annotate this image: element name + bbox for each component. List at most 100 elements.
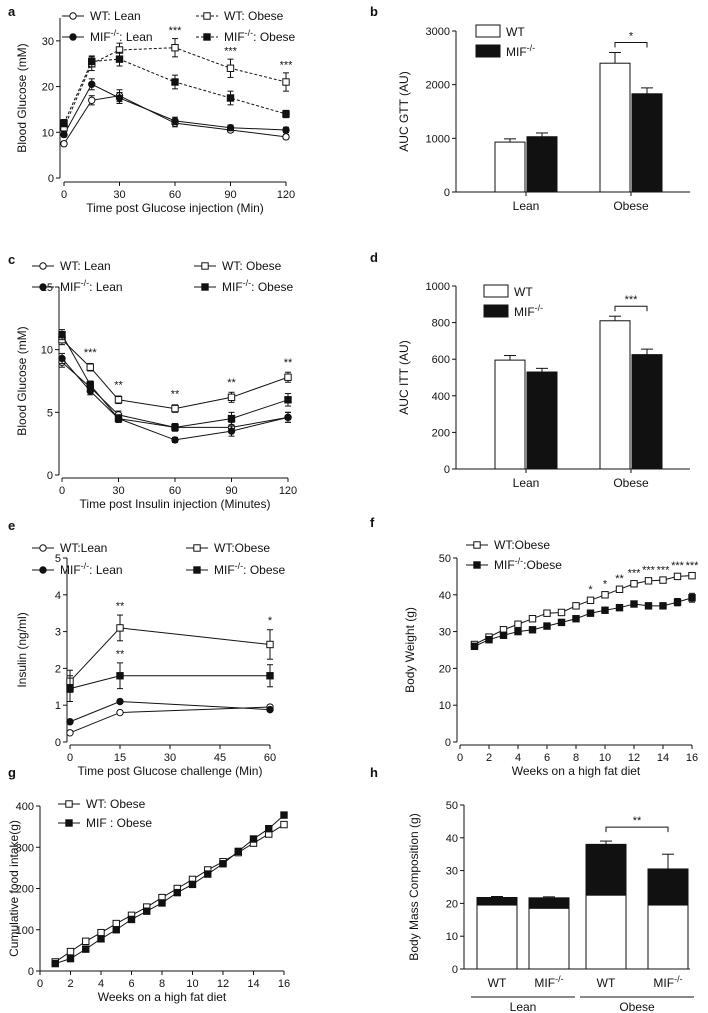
legend-label: MIF-/-:Obese	[494, 556, 562, 572]
x-axis-label: Time post Glucose challenge (Min)	[78, 764, 263, 778]
significance-label: **	[227, 377, 236, 389]
legend-marker	[203, 33, 211, 41]
y-tick-label: 3000	[426, 26, 450, 38]
x-tick-label: 120	[279, 485, 297, 497]
legend-label: WT: Obese	[224, 9, 284, 23]
y-tick-label: 0	[28, 966, 34, 978]
legend-marker	[39, 283, 47, 291]
data-point	[66, 954, 75, 963]
data-point	[280, 820, 288, 829]
data-point	[143, 907, 151, 915]
y-axis-label: Cumulative food intake(g)	[7, 820, 21, 957]
x-tick-label: 6	[128, 978, 134, 990]
y-tick-label: 0	[452, 964, 458, 976]
x-tick-label: 14	[657, 752, 669, 764]
y-tick-label: 30	[446, 866, 458, 878]
x-tick-label: 90	[224, 189, 236, 201]
category-label: WT	[488, 976, 507, 990]
significance-label: ***	[84, 347, 98, 359]
y-tick-label: 50	[446, 800, 458, 812]
y-axis-label: AUC ITT (AU)	[397, 340, 411, 414]
y-tick-label: 800	[432, 318, 450, 330]
data-point	[249, 835, 258, 843]
data-point	[284, 396, 292, 404]
x-axis-label: Weeks on a high fat diet	[98, 990, 227, 1004]
significance-label: ***	[224, 46, 238, 58]
panel-label: f	[370, 515, 375, 530]
y-axis-label: Insulin (ng/ml)	[15, 612, 29, 687]
y-tick-label: 5	[55, 553, 61, 565]
series-line	[69, 627, 271, 682]
y-tick-label: 0	[55, 737, 61, 749]
legend-label: WT:Obese	[214, 541, 270, 555]
significance-label: *	[603, 578, 608, 590]
legend-marker	[193, 544, 201, 552]
y-tick-label: 40	[446, 833, 458, 845]
data-point	[171, 117, 179, 125]
data-point	[60, 130, 68, 139]
legend-marker	[473, 561, 481, 569]
data-point	[615, 585, 624, 593]
panel-h: h 0 10 20 30 40 50 Body Mass Composition (g) WT M…	[370, 765, 694, 1013]
data-point	[116, 697, 124, 706]
legend-marker	[201, 262, 209, 270]
data-point	[659, 602, 667, 610]
data-point	[601, 591, 609, 599]
significance-label: **	[114, 380, 123, 392]
data-point	[688, 571, 696, 580]
y-tick-label: 0	[444, 187, 450, 199]
y-tick-label: 2	[55, 663, 61, 675]
data-point	[86, 363, 94, 371]
y-axis-label: Body Weight (g)	[403, 607, 417, 693]
data-point	[557, 618, 566, 627]
significance-label: **	[284, 357, 293, 369]
x-tick-label: 12	[628, 752, 640, 764]
bar-lower	[528, 907, 570, 970]
data-point	[226, 124, 235, 132]
panel-label: d	[370, 250, 378, 265]
data-point	[557, 608, 566, 617]
data-point	[171, 78, 179, 86]
legend-label: MIF-/-: Lean	[60, 561, 123, 577]
data-point	[659, 576, 667, 584]
data-point	[114, 396, 123, 404]
data-point	[66, 729, 74, 737]
significance-bracket	[614, 41, 648, 48]
category-label: Obese	[613, 199, 649, 213]
x-tick-label: 120	[277, 189, 295, 201]
legend-label: MIF-/-: Obese	[224, 28, 296, 44]
data-point	[280, 811, 288, 819]
y-tick-label: 0	[445, 737, 451, 749]
x-tick-label: 2	[67, 978, 73, 990]
series-line	[55, 814, 285, 965]
series-line	[61, 339, 289, 410]
significance-label: **	[615, 573, 624, 585]
data-point	[673, 598, 682, 606]
data-point	[234, 847, 242, 856]
x-tick-label: 0	[59, 485, 65, 497]
data-point	[127, 915, 136, 924]
y-tick-label: 0	[444, 464, 450, 476]
data-point	[485, 635, 493, 644]
x-tick-label: 16	[278, 978, 290, 990]
data-point	[470, 642, 479, 651]
legend-swatch	[475, 24, 501, 38]
category-label: MIF-/-	[534, 974, 563, 990]
y-tick-label: 40	[439, 590, 451, 602]
series-line	[474, 575, 693, 645]
data-point	[171, 423, 179, 432]
y-tick-label: 1000	[426, 133, 450, 145]
data-point	[630, 600, 638, 608]
bar	[494, 359, 526, 470]
data-point	[586, 609, 595, 617]
x-tick-label: 0	[61, 189, 67, 201]
data-point	[58, 354, 66, 363]
series-line	[63, 83, 287, 135]
y-tick-label: 50	[439, 553, 451, 565]
x-tick-label: 30	[164, 752, 176, 764]
significance-label: *	[268, 615, 273, 627]
y-tick-label: 20	[446, 898, 458, 910]
panel-a: a 0 10 20 30 0 30 60 90 120 Time post Glucose inje…	[8, 4, 296, 215]
data-point	[158, 899, 166, 907]
